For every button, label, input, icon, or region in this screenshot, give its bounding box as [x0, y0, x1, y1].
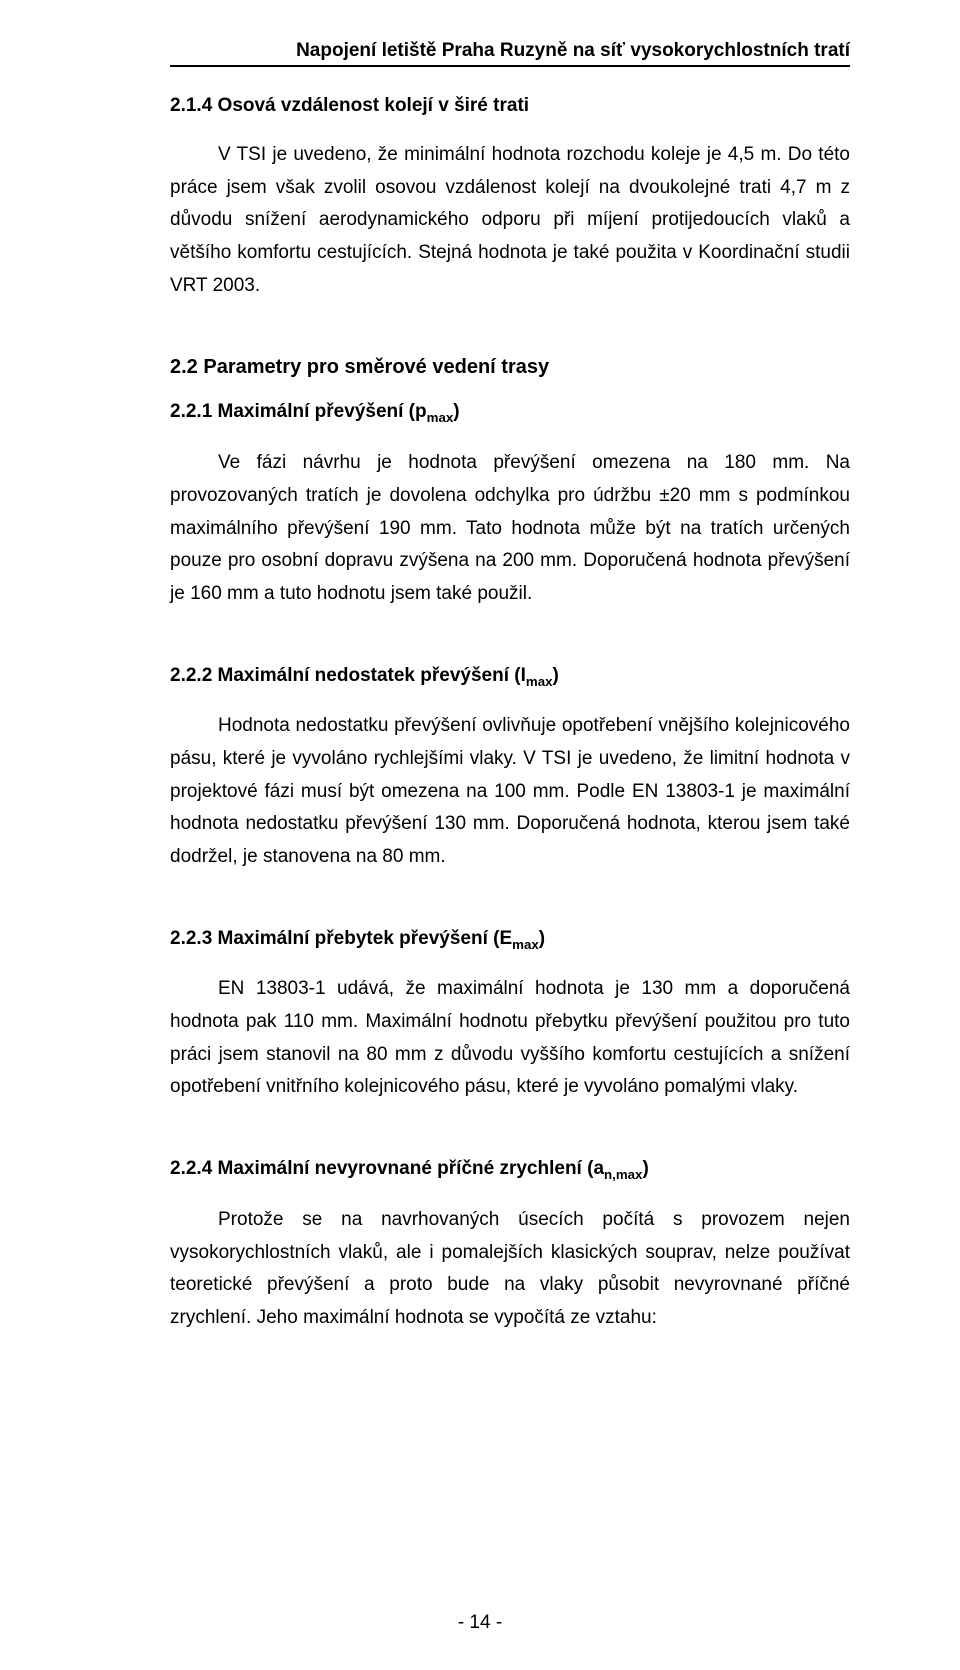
heading-2-2: 2.2 Parametry pro směrové vedení trasy: [170, 356, 850, 379]
page: Napojení letiště Praha Ruzyně na síť vys…: [0, 0, 960, 1670]
heading-2-1-4: 2.1.4 Osová vzdálenost kolejí v širé tra…: [170, 95, 850, 117]
paragraph: Hodnota nedostatku převýšení ovlivňuje o…: [170, 710, 850, 873]
heading-text: ): [642, 1158, 648, 1179]
heading-text: 2.2.2 Maximální nedostatek převýšení (I: [170, 665, 526, 686]
heading-sub: max: [526, 673, 553, 688]
page-number: - 14 -: [0, 1612, 960, 1634]
heading-sub: max: [427, 410, 454, 425]
heading-text: ): [553, 665, 559, 686]
heading-text: 2.2.1 Maximální převýšení (p: [170, 401, 427, 422]
heading-2-2-1: 2.2.1 Maximální převýšení (pmax): [170, 401, 850, 425]
heading-2-2-2: 2.2.2 Maximální nedostatek převýšení (Im…: [170, 665, 850, 689]
paragraph: EN 13803-1 udává, že maximální hodnota j…: [170, 973, 850, 1104]
heading-2-2-4: 2.2.4 Maximální nevyrovnané příčné zrych…: [170, 1158, 850, 1182]
running-head: Napojení letiště Praha Ruzyně na síť vys…: [170, 40, 850, 67]
heading-text: 2.2.3 Maximální přebytek převýšení (E: [170, 928, 512, 949]
paragraph: Ve fázi návrhu je hodnota převýšení omez…: [170, 447, 850, 610]
heading-text: ): [453, 401, 459, 422]
heading-text: 2.2.4 Maximální nevyrovnané příčné zrych…: [170, 1158, 604, 1179]
heading-sub: n,max: [604, 1167, 642, 1182]
paragraph: Protože se na navrhovaných úsecích počít…: [170, 1204, 850, 1335]
heading-sub: max: [512, 936, 539, 951]
heading-text: ): [539, 928, 545, 949]
paragraph: V TSI je uvedeno, že minimální hodnota r…: [170, 139, 850, 302]
heading-2-2-3: 2.2.3 Maximální přebytek převýšení (Emax…: [170, 928, 850, 952]
